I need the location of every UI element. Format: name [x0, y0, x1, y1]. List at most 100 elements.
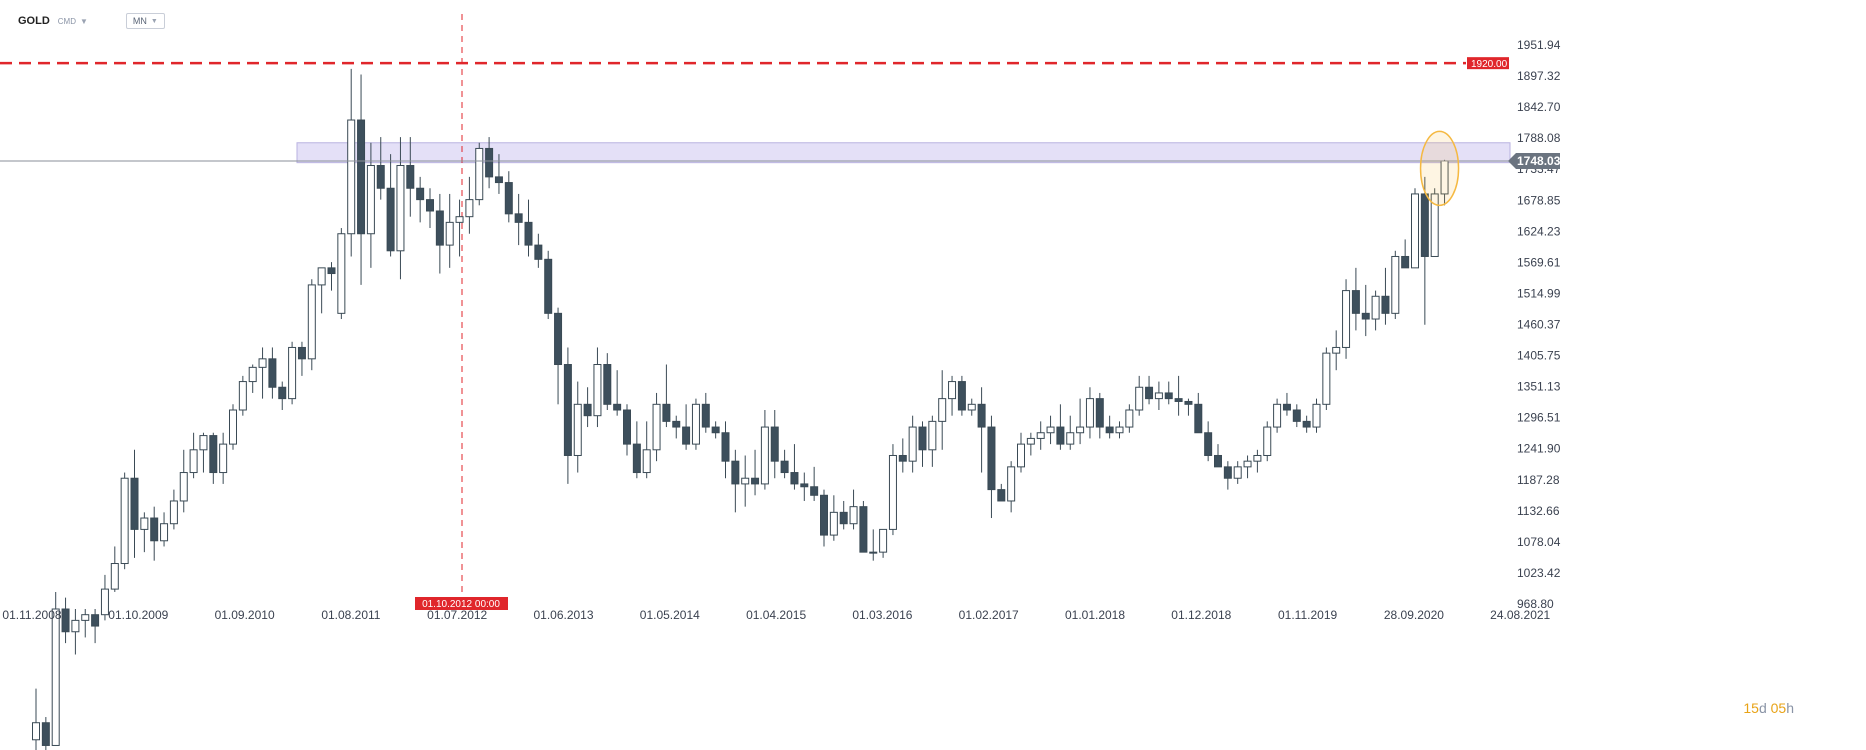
- countdown-hours-unit: h: [1786, 700, 1794, 716]
- resistance-badge-label: 1920.00: [1471, 59, 1508, 70]
- candle-body: [41, 722, 50, 746]
- candle-body: [189, 449, 198, 474]
- candle-body: [386, 187, 395, 252]
- candle-body: [849, 506, 858, 525]
- candle: [1273, 398, 1282, 433]
- candle-body: [1174, 398, 1183, 402]
- candle-body: [1125, 409, 1134, 428]
- price-tick-label: 1897.32: [1517, 69, 1561, 83]
- price-tick-label: 1460.37: [1517, 318, 1561, 332]
- candle: [258, 347, 267, 399]
- candle: [918, 421, 927, 467]
- candle-body: [957, 381, 966, 411]
- candle: [307, 279, 316, 371]
- candle-body: [770, 426, 779, 462]
- candle: [554, 307, 563, 405]
- candle: [426, 188, 434, 229]
- candle-body: [445, 221, 454, 246]
- candle-body: [593, 364, 602, 417]
- candle: [1184, 398, 1193, 416]
- candle-body: [563, 364, 572, 456]
- price-tick-label: 1078.04: [1517, 535, 1561, 549]
- candle: [711, 421, 720, 439]
- candle: [1066, 415, 1075, 450]
- candle: [32, 688, 40, 750]
- candle-body: [494, 176, 503, 184]
- candle: [199, 432, 208, 473]
- candle-body: [652, 403, 661, 451]
- candle: [514, 193, 523, 246]
- candle-body: [475, 147, 484, 201]
- candle-body: [396, 165, 405, 252]
- time-tick-label: 01.07.2012: [427, 608, 487, 622]
- price-tick-label: 1296.51: [1517, 411, 1561, 425]
- candle-body: [1312, 403, 1321, 428]
- candle-body: [140, 517, 149, 530]
- time-tick-label: 01.06.2013: [533, 608, 593, 622]
- candle: [1312, 398, 1321, 433]
- candle: [1381, 267, 1390, 325]
- candle: [790, 444, 799, 490]
- candle: [278, 381, 287, 410]
- candle-body: [721, 432, 730, 462]
- candle: [1056, 404, 1065, 450]
- candle-body: [1253, 454, 1262, 462]
- candle: [1115, 421, 1124, 439]
- time-tick-label: 01.09.2010: [215, 608, 275, 622]
- candle-body: [1411, 193, 1419, 269]
- crosshair-badge-label: 01.10.2012 00:00: [422, 599, 500, 610]
- candle-body: [268, 358, 277, 388]
- candle: [209, 432, 218, 484]
- candle: [347, 68, 356, 257]
- candle: [51, 591, 60, 746]
- candle-body: [1342, 290, 1351, 348]
- candle-body: [1223, 466, 1232, 479]
- candle: [475, 142, 484, 206]
- candle: [288, 341, 297, 405]
- candle-body: [898, 454, 907, 462]
- candle-body: [209, 435, 218, 474]
- candle: [1282, 392, 1291, 416]
- candle-body: [948, 381, 957, 400]
- candle: [928, 415, 937, 467]
- candle: [1046, 415, 1055, 445]
- candle: [1371, 290, 1380, 331]
- timeframe-select[interactable]: MN ▼: [125, 13, 165, 29]
- candle: [1174, 375, 1183, 416]
- candle: [642, 421, 651, 479]
- candle: [1223, 461, 1232, 490]
- time-axis[interactable]: 01.11.2008 01.10.2009 01.09.2010 01.08.2011…: [2, 597, 1551, 622]
- price-tick-label: 1023.42: [1517, 566, 1561, 580]
- candle-body: [711, 426, 720, 434]
- candle: [238, 375, 247, 416]
- candle: [100, 574, 109, 621]
- candle-body: [1381, 295, 1390, 314]
- candle: [1007, 461, 1016, 513]
- candle-body: [987, 426, 996, 491]
- candle-body: [583, 403, 592, 417]
- symbol-dropdown-icon[interactable]: ▼: [80, 16, 88, 26]
- candle: [938, 370, 947, 450]
- candle: [1411, 188, 1419, 269]
- price-tick-label: 1569.61: [1517, 255, 1561, 269]
- candle-body: [71, 619, 80, 633]
- time-tick-label: 01.11.2008: [2, 608, 61, 622]
- candle-body: [672, 420, 681, 428]
- candle: [406, 137, 415, 217]
- candle: [91, 609, 100, 644]
- candle: [967, 398, 976, 416]
- candle-body: [1302, 420, 1311, 428]
- candle: [317, 267, 326, 314]
- price-tick-label: 1624.23: [1517, 224, 1561, 238]
- time-tick-label: 01.02.2017: [959, 608, 1019, 622]
- candle: [997, 483, 1006, 502]
- candle-layer: [32, 68, 1449, 750]
- symbol-label[interactable]: GOLD: [18, 15, 50, 27]
- price-axis[interactable]: 1951.941897.321842.701788.081733.471678.…: [1467, 38, 1561, 611]
- candle: [61, 597, 70, 644]
- candle: [632, 421, 641, 479]
- candle: [1430, 188, 1439, 257]
- candle-body: [682, 426, 691, 445]
- candle: [908, 415, 917, 473]
